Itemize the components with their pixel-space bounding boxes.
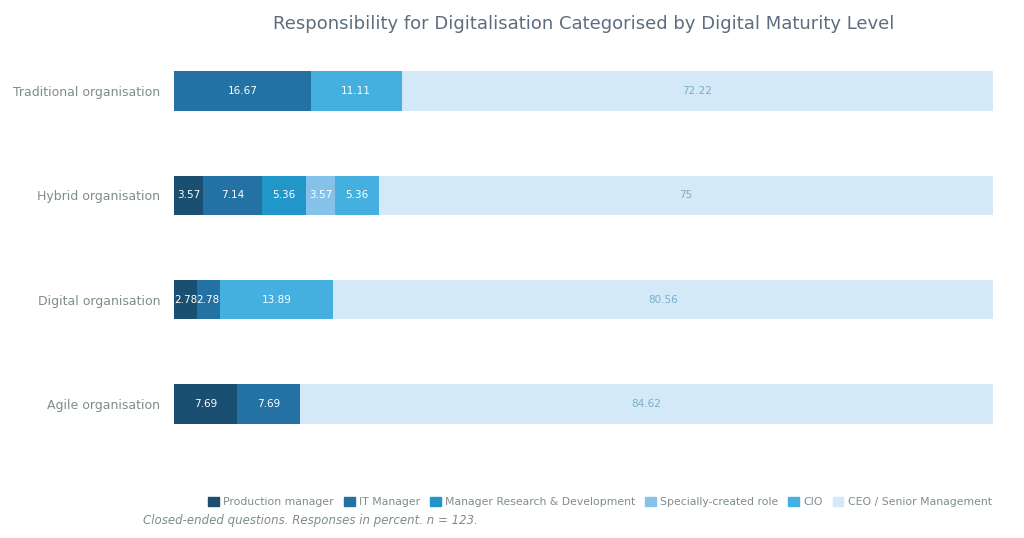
Bar xyxy=(174,384,238,423)
Bar xyxy=(310,72,401,111)
Bar xyxy=(174,72,310,111)
Text: 7.14: 7.14 xyxy=(221,190,244,200)
Bar xyxy=(335,175,379,215)
Text: 7.69: 7.69 xyxy=(257,399,281,409)
Text: 84.62: 84.62 xyxy=(632,399,662,409)
Bar xyxy=(197,280,219,320)
Text: 16.67: 16.67 xyxy=(227,86,257,96)
Text: 5.36: 5.36 xyxy=(272,190,295,200)
Legend: Production manager, IT Manager, Manager Research & Development, Specially-create: Production manager, IT Manager, Manager … xyxy=(204,493,996,512)
Bar xyxy=(204,175,262,215)
Bar xyxy=(174,280,197,320)
Text: 2.78: 2.78 xyxy=(174,295,197,305)
Text: 2.78: 2.78 xyxy=(197,295,220,305)
Title: Responsibility for Digitalisation Categorised by Digital Maturity Level: Responsibility for Digitalisation Catego… xyxy=(273,15,894,33)
Text: 3.57: 3.57 xyxy=(177,190,201,200)
Bar xyxy=(306,175,335,215)
Text: 72.22: 72.22 xyxy=(683,86,713,96)
Bar xyxy=(219,280,334,320)
Bar xyxy=(334,280,993,320)
Text: 3.57: 3.57 xyxy=(308,190,332,200)
Text: 13.89: 13.89 xyxy=(261,295,292,305)
Bar xyxy=(262,175,306,215)
Bar xyxy=(238,384,300,423)
Text: 7.69: 7.69 xyxy=(194,399,217,409)
Text: 11.11: 11.11 xyxy=(341,86,371,96)
Bar xyxy=(174,175,204,215)
Text: Closed-ended questions. Responses in percent. n = 123.: Closed-ended questions. Responses in per… xyxy=(143,514,478,527)
Bar xyxy=(300,384,993,423)
Text: 75: 75 xyxy=(680,190,692,200)
Bar xyxy=(379,175,993,215)
Bar xyxy=(401,72,993,111)
Text: 80.56: 80.56 xyxy=(648,295,678,305)
Text: 5.36: 5.36 xyxy=(345,190,369,200)
